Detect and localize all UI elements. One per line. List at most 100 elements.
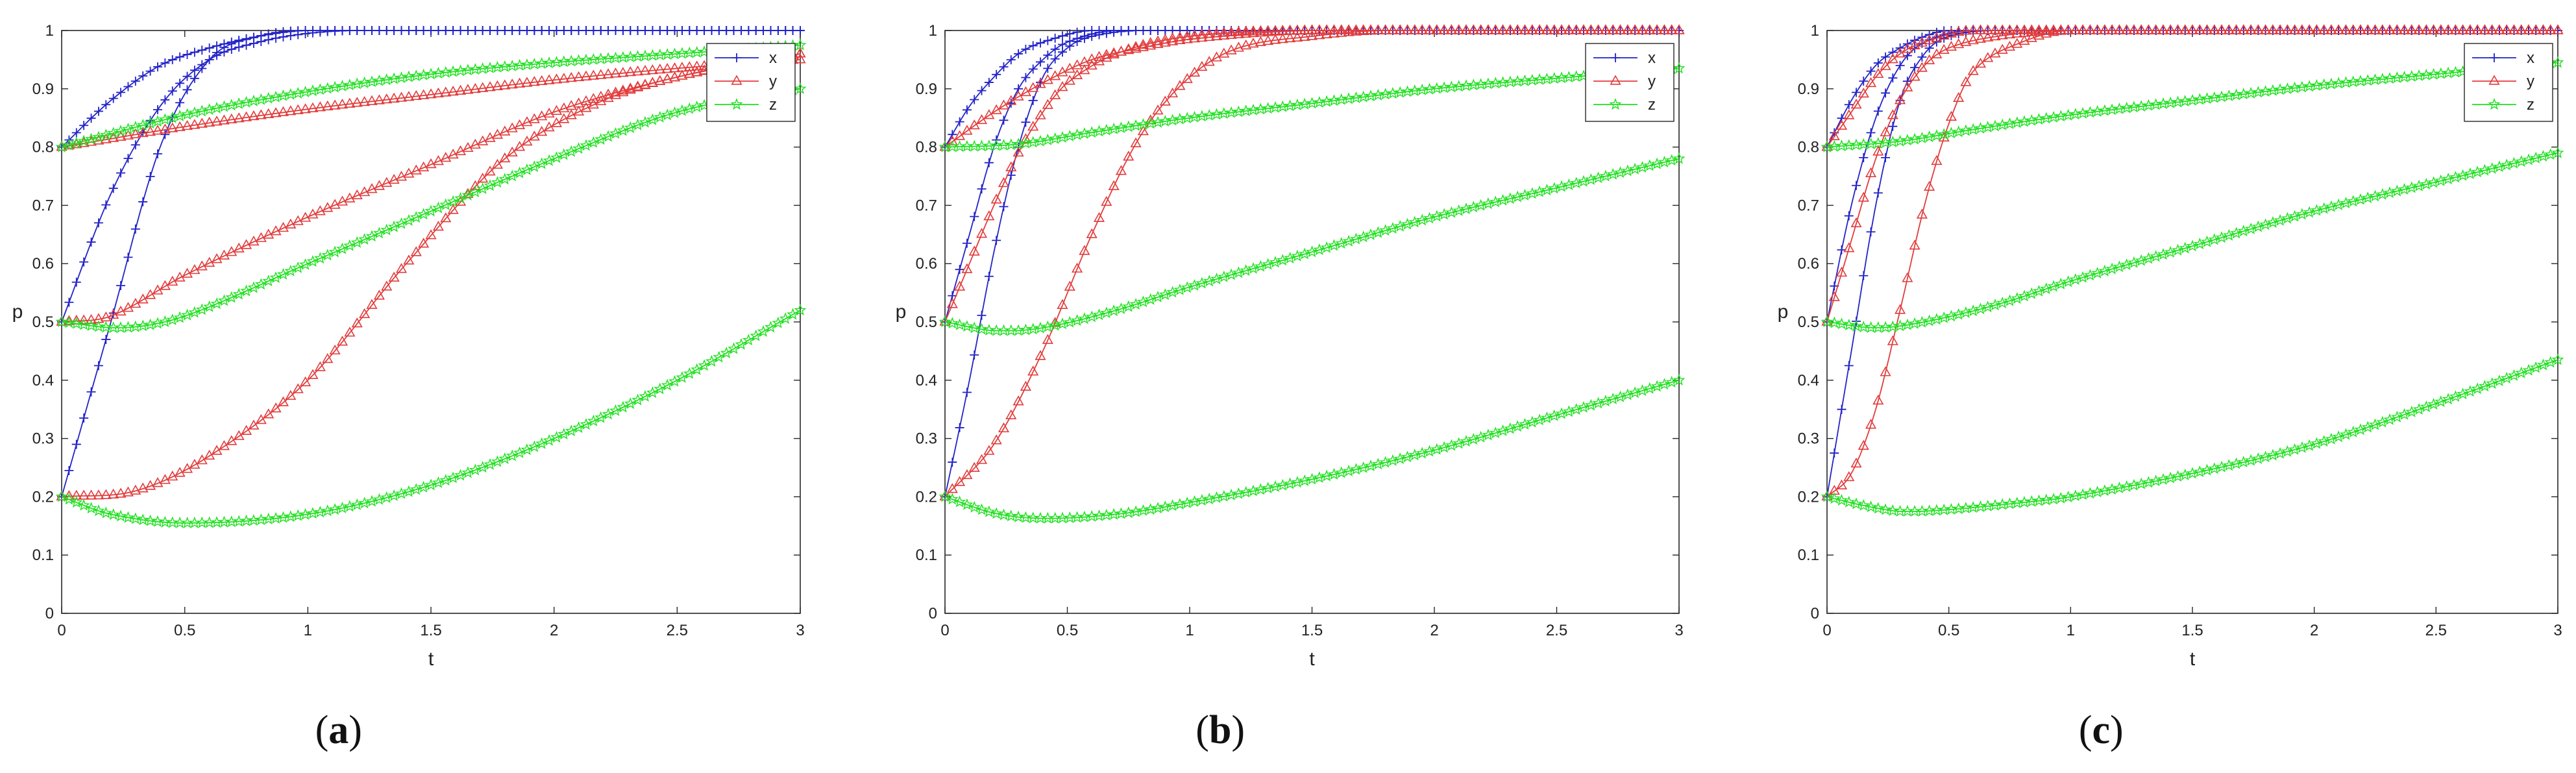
data-point-y bbox=[432, 155, 444, 166]
data-point-z bbox=[70, 496, 83, 508]
data-point-x bbox=[977, 184, 987, 194]
data-point-y bbox=[1960, 25, 1972, 35]
x-tick-label: 2 bbox=[1430, 622, 1438, 639]
data-point-z bbox=[550, 431, 563, 443]
y-tick-label: 0.8 bbox=[1798, 139, 1819, 156]
data-point-z bbox=[2040, 282, 2053, 295]
series-z-start-0-2 bbox=[1821, 353, 2564, 517]
data-point-y bbox=[968, 245, 980, 256]
data-point-y bbox=[1057, 80, 1068, 92]
data-point-z bbox=[1665, 376, 1678, 388]
data-point-y bbox=[491, 80, 503, 90]
data-point-x bbox=[219, 47, 229, 57]
data-point-y bbox=[2260, 24, 2272, 34]
data-point-y bbox=[403, 167, 415, 178]
data-point-z bbox=[158, 113, 171, 125]
legend-box bbox=[2464, 43, 2553, 122]
data-point-z bbox=[1313, 243, 1326, 256]
data-point-x bbox=[197, 60, 207, 69]
data-point-y bbox=[669, 62, 681, 73]
data-point-y bbox=[1858, 439, 1869, 450]
data-point-y bbox=[85, 313, 97, 325]
data-point-z bbox=[632, 393, 644, 406]
data-point-z bbox=[624, 397, 637, 410]
data-point-y bbox=[1887, 53, 1898, 64]
data-point-z bbox=[1599, 395, 1612, 407]
data-point-x bbox=[1881, 88, 1891, 98]
data-point-y bbox=[2516, 24, 2527, 34]
data-point-y bbox=[2449, 24, 2461, 34]
data-point-z bbox=[114, 509, 127, 522]
data-point-y bbox=[2274, 24, 2286, 34]
data-point-x bbox=[1924, 43, 1934, 53]
data-point-y bbox=[543, 107, 555, 118]
data-point-y bbox=[2289, 24, 2301, 34]
data-point-y bbox=[270, 225, 282, 236]
data-point-x bbox=[227, 37, 236, 47]
data-point-z bbox=[1401, 217, 1414, 230]
data-point-z bbox=[646, 386, 659, 399]
data-point-x bbox=[1050, 44, 1060, 54]
data-point-x bbox=[204, 43, 214, 53]
data-point-y bbox=[240, 111, 252, 121]
data-point-x bbox=[1057, 40, 1067, 49]
panel-label: (c) bbox=[2079, 708, 2124, 752]
data-point-z bbox=[2457, 169, 2470, 181]
data-point-z bbox=[2412, 402, 2425, 415]
data-point-y bbox=[322, 202, 334, 212]
data-point-y bbox=[285, 218, 297, 228]
data-point-y bbox=[587, 93, 599, 103]
data-point-z bbox=[998, 508, 1010, 521]
data-point-z bbox=[1306, 245, 1318, 258]
data-point-y bbox=[1079, 245, 1090, 255]
data-point-z bbox=[2237, 225, 2250, 237]
data-point-y bbox=[602, 88, 614, 99]
legend: xyz bbox=[706, 43, 796, 122]
data-point-y bbox=[2508, 24, 2520, 34]
data-point-x bbox=[249, 32, 258, 42]
data-point-y bbox=[654, 75, 666, 85]
data-point-x bbox=[271, 29, 281, 38]
data-point-y bbox=[108, 308, 119, 319]
chart-panel-a: 0 0.5 1 1.5 2 2.5 3t00.10.20.30.40.50.60.70.80… bbox=[12, 22, 807, 752]
data-point-z bbox=[2347, 195, 2360, 207]
data-point-y bbox=[425, 158, 437, 169]
data-point-z bbox=[439, 474, 452, 486]
data-point-x bbox=[1021, 73, 1031, 82]
data-point-z bbox=[632, 118, 644, 130]
data-point-z bbox=[62, 493, 75, 505]
legend-label: y bbox=[1648, 73, 1656, 90]
data-point-z bbox=[491, 176, 504, 188]
data-point-y bbox=[646, 64, 658, 75]
data-point-y bbox=[558, 73, 570, 83]
data-point-y bbox=[1931, 154, 1943, 166]
data-point-z bbox=[454, 191, 467, 204]
legend-entry-x: x bbox=[1593, 49, 1656, 67]
y-tick-label: 1 bbox=[929, 22, 937, 40]
data-point-x bbox=[977, 86, 987, 95]
x-tick-label: 1 bbox=[304, 622, 312, 639]
data-point-z bbox=[742, 334, 755, 346]
data-point-y bbox=[565, 109, 577, 119]
data-point-y bbox=[1835, 479, 1848, 489]
series-y-start-0-8 bbox=[56, 53, 806, 151]
data-point-y bbox=[1401, 24, 1414, 34]
data-point-y bbox=[1350, 24, 1362, 34]
data-point-z bbox=[2515, 366, 2528, 378]
data-point-z bbox=[387, 220, 400, 232]
data-point-z bbox=[2420, 178, 2433, 190]
data-point-y bbox=[1453, 24, 1465, 34]
data-point-x bbox=[204, 55, 214, 64]
data-point-x bbox=[116, 280, 126, 290]
data-point-y bbox=[1292, 24, 1303, 35]
data-point-z bbox=[173, 109, 186, 122]
data-point-z bbox=[2120, 258, 2133, 271]
y-tick-label: 1 bbox=[1811, 22, 1819, 40]
data-point-z bbox=[195, 303, 208, 315]
data-point-z bbox=[1107, 304, 1120, 317]
data-point-z bbox=[92, 320, 105, 332]
data-point-y bbox=[1240, 27, 1252, 38]
data-point-z bbox=[2105, 262, 2118, 275]
data-point-z bbox=[521, 443, 534, 456]
data-point-x bbox=[138, 71, 148, 81]
